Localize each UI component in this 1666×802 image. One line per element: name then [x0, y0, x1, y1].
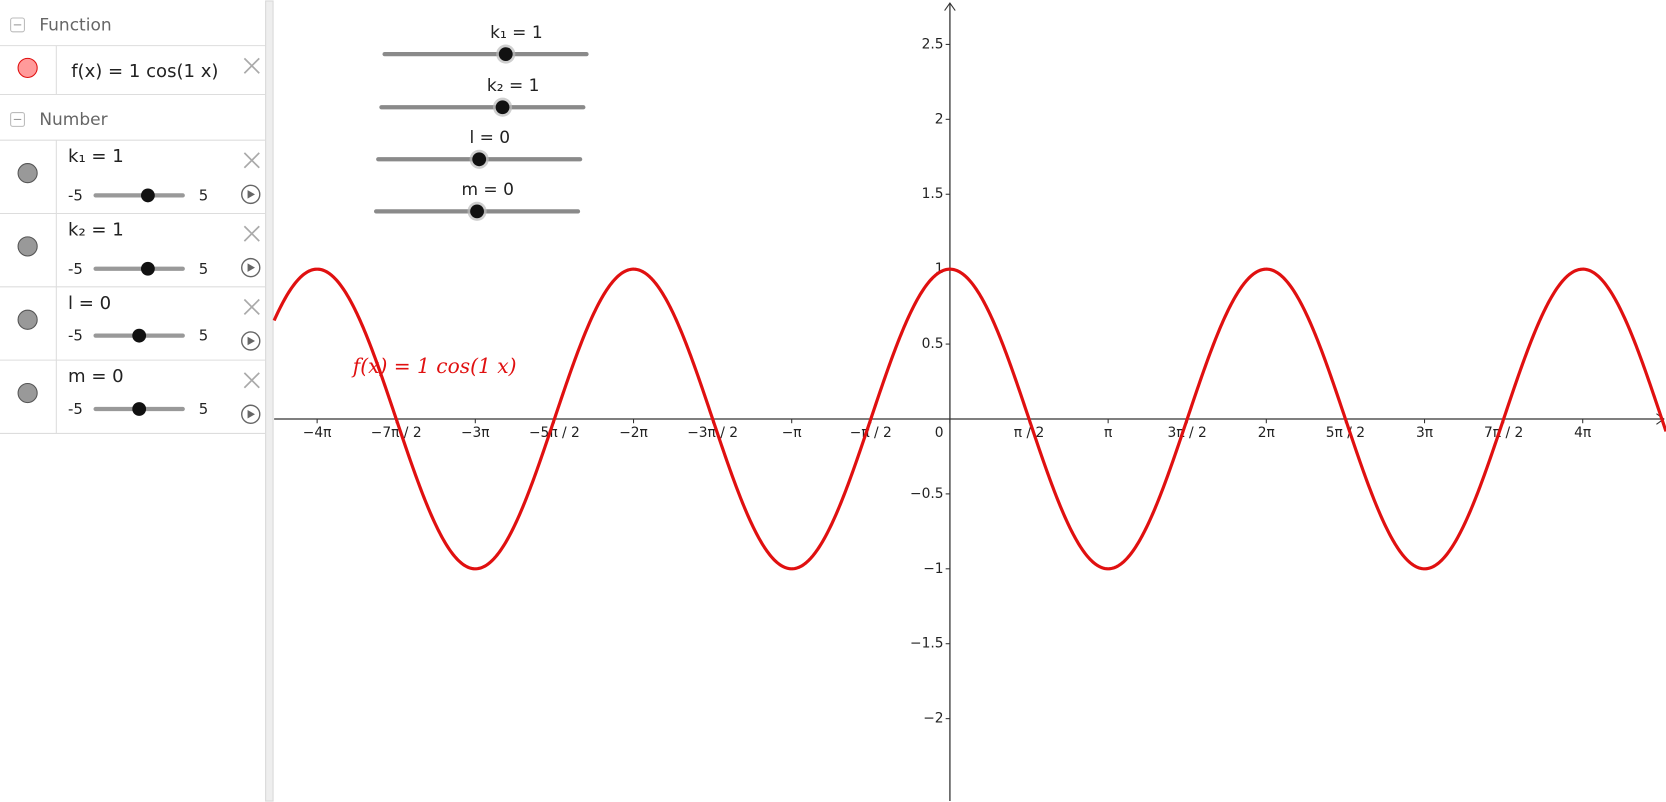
slider-label[interactable]: k₂ = 1 [487, 76, 540, 96]
visibility-toggle[interactable] [17, 236, 38, 257]
x-tick-label: −4π [303, 425, 332, 441]
delete-button[interactable] [243, 298, 260, 316]
slider-knob[interactable] [132, 328, 147, 343]
play-triangle [247, 263, 255, 272]
play-button[interactable] [241, 257, 261, 278]
delete-button[interactable] [243, 372, 260, 389]
play-circle [241, 404, 261, 425]
number-section-header[interactable]: Number [10, 110, 108, 130]
slider-knob[interactable] [140, 261, 155, 276]
play-triangle [247, 336, 255, 346]
play-button[interactable] [241, 404, 261, 425]
function-section-header[interactable]: Function [10, 15, 112, 35]
y-axis-arrow [944, 2, 956, 11]
slider-label[interactable]: l = 0 [470, 128, 511, 148]
slider-max: 5 [199, 186, 208, 204]
slider-knob[interactable] [498, 47, 513, 61]
x-tick-label: π [1104, 425, 1112, 441]
x-tick-label: −3π / 2 [687, 425, 738, 441]
slider-label[interactable]: m = 0 [461, 180, 513, 200]
slider-max: 5 [199, 260, 208, 278]
y-tick-label: 1 [935, 261, 944, 277]
visibility-toggle[interactable] [17, 57, 38, 79]
y-tick-label: −2 [923, 711, 943, 727]
slider-min: -5 [68, 260, 83, 278]
slider-min: -5 [68, 327, 83, 345]
y-tick-label: −1.5 [910, 636, 944, 652]
slider-min: -5 [68, 400, 83, 418]
x-tick-label: 5π / 2 [1326, 425, 1365, 441]
x-tick-label: 3π [1416, 425, 1433, 441]
visibility-toggle[interactable] [17, 163, 38, 184]
algebra-panel [0, 0, 266, 802]
slider-label[interactable]: m = 0 [68, 366, 124, 387]
x-tick-label: 7π / 2 [1484, 425, 1523, 441]
slider-knob[interactable] [140, 188, 155, 203]
x-tick-label: −π [782, 425, 802, 441]
play-button[interactable] [241, 331, 261, 351]
slider-label[interactable]: k₁ = 1 [68, 146, 124, 167]
slider-label[interactable]: k₁ = 1 [490, 23, 543, 43]
play-circle [241, 184, 261, 205]
algebra-items: f(x) = 1 cos(1 x) k₁ = 1 -5 5 k₂ = 1 -5 5 l = 0… [0, 57, 266, 434]
section-title: Number [39, 110, 107, 130]
visibility-toggle[interactable] [17, 309, 38, 330]
slider-knob[interactable] [472, 152, 487, 167]
slider-knob[interactable] [470, 204, 484, 219]
slider-max: 5 [199, 400, 208, 418]
play-button[interactable] [241, 184, 261, 205]
y-tick-label: 2 [935, 111, 944, 127]
section-title: Function [39, 15, 111, 35]
x-tick-label: −7π / 2 [371, 425, 422, 441]
y-tick-label: 1.5 [922, 186, 944, 202]
play-circle [241, 331, 261, 351]
visibility-toggle[interactable] [17, 382, 38, 404]
function-label[interactable]: f(x) = 1 cos(1 x) [351, 354, 517, 378]
slider-knob[interactable] [132, 402, 147, 416]
x-tick-label: −2π [619, 425, 648, 441]
x-axis-arrow [1656, 413, 1665, 425]
function-graph[interactable] [272, 267, 1666, 571]
delete-button[interactable] [243, 152, 260, 169]
delete-button[interactable] [243, 57, 260, 74]
play-triangle [247, 410, 255, 419]
y-tick-label: 2.5 [922, 36, 944, 52]
slider-min: -5 [68, 186, 83, 204]
delete-button[interactable] [243, 225, 260, 242]
function-definition[interactable]: f(x) = 1 cos(1 x) [71, 61, 218, 82]
y-tick-label: −0.5 [910, 486, 944, 502]
slider-label[interactable]: k₂ = 1 [68, 219, 124, 240]
slider-label[interactable]: l = 0 [68, 293, 111, 314]
slider-max: 5 [199, 327, 208, 345]
slider-knob[interactable] [495, 100, 510, 115]
x-tick-label: −5π / 2 [529, 425, 580, 441]
y-tick-label: 0.5 [922, 336, 944, 352]
play-triangle [247, 190, 255, 199]
x-tick-label: −3π [461, 425, 490, 441]
x-tick-label: 0 [935, 425, 944, 441]
x-tick-label: 4π [1574, 425, 1591, 441]
play-circle [241, 257, 261, 278]
x-tick-label: −π / 2 [850, 425, 892, 441]
x-tick-label: 2π [1258, 425, 1275, 441]
panel-divider[interactable] [265, 0, 274, 802]
x-tick-label: π / 2 [1014, 425, 1045, 441]
x-tick-label: 3π / 2 [1168, 425, 1207, 441]
y-tick-label: −1 [923, 561, 943, 577]
